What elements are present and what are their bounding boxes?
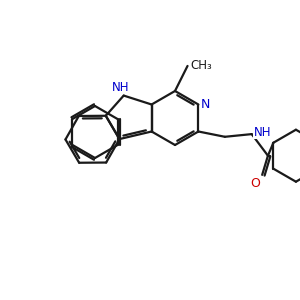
Text: N: N [200, 98, 210, 111]
Text: O: O [250, 177, 260, 190]
Text: NH: NH [112, 81, 129, 94]
Text: CH₃: CH₃ [190, 59, 212, 73]
Text: NH: NH [254, 126, 271, 139]
